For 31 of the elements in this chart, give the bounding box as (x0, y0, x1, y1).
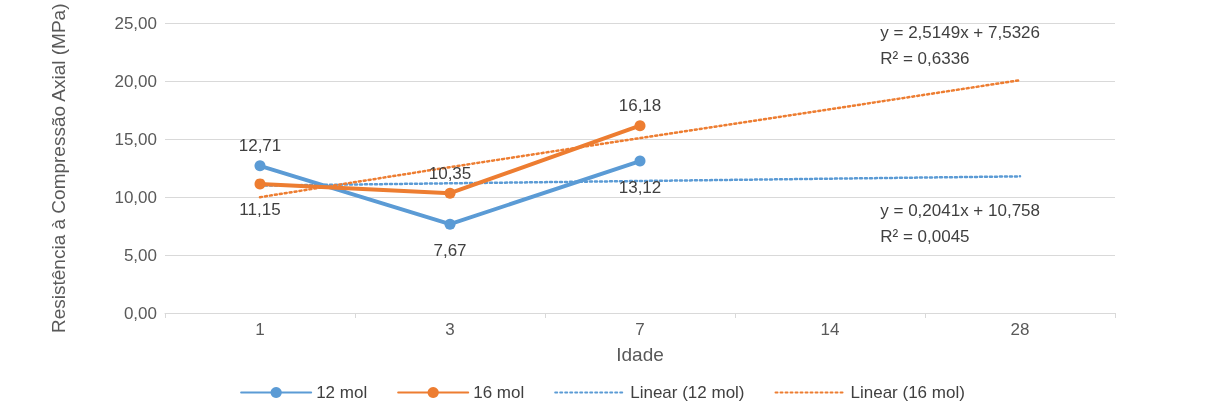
y-tick-label: 0,00 (123, 303, 157, 323)
y-tick-label: 15,00 (114, 129, 157, 149)
legend-label: Linear (12 mol) (630, 383, 745, 402)
legend-label: 12 mol (316, 383, 368, 402)
point (634, 155, 646, 167)
data-label: 10,35 (428, 163, 472, 183)
y-tick-label: 10,00 (114, 187, 157, 207)
x-tick-label: 1 (255, 320, 265, 339)
y-axis-title: Resistência à Compressão Axial (MPa) (47, 3, 69, 333)
point (254, 178, 266, 190)
x-tick-label: 3 (445, 320, 455, 339)
data-label: 12,71 (238, 136, 282, 156)
x-tick-label: 14 (820, 320, 840, 339)
y-tick-label: 5,00 (123, 245, 157, 265)
annotation: y = 2,5149x + 7,5326 R² = 0,6336 (880, 22, 1041, 68)
annotation: y = 0,2041x + 10,758 R² = 0,0045 (880, 201, 1041, 247)
point (634, 120, 646, 132)
legend-label: Linear (16 mol) (850, 383, 965, 402)
x-tick-label: 28 (1010, 320, 1030, 339)
data-label: 11,15 (239, 200, 281, 220)
point (444, 187, 456, 199)
legend-label: 16 mol (473, 383, 525, 402)
y-tick-label: 20,00 (114, 71, 157, 91)
point (444, 218, 456, 230)
data-label: 7,67 (433, 240, 467, 260)
x-tick-label: 7 (635, 320, 645, 339)
y-tick-label: 25,00 (114, 14, 157, 34)
data-label: 16,18 (618, 96, 662, 116)
point (254, 160, 266, 172)
data-label: 13,12 (618, 177, 662, 197)
x-axis-title: Idade (616, 344, 664, 365)
